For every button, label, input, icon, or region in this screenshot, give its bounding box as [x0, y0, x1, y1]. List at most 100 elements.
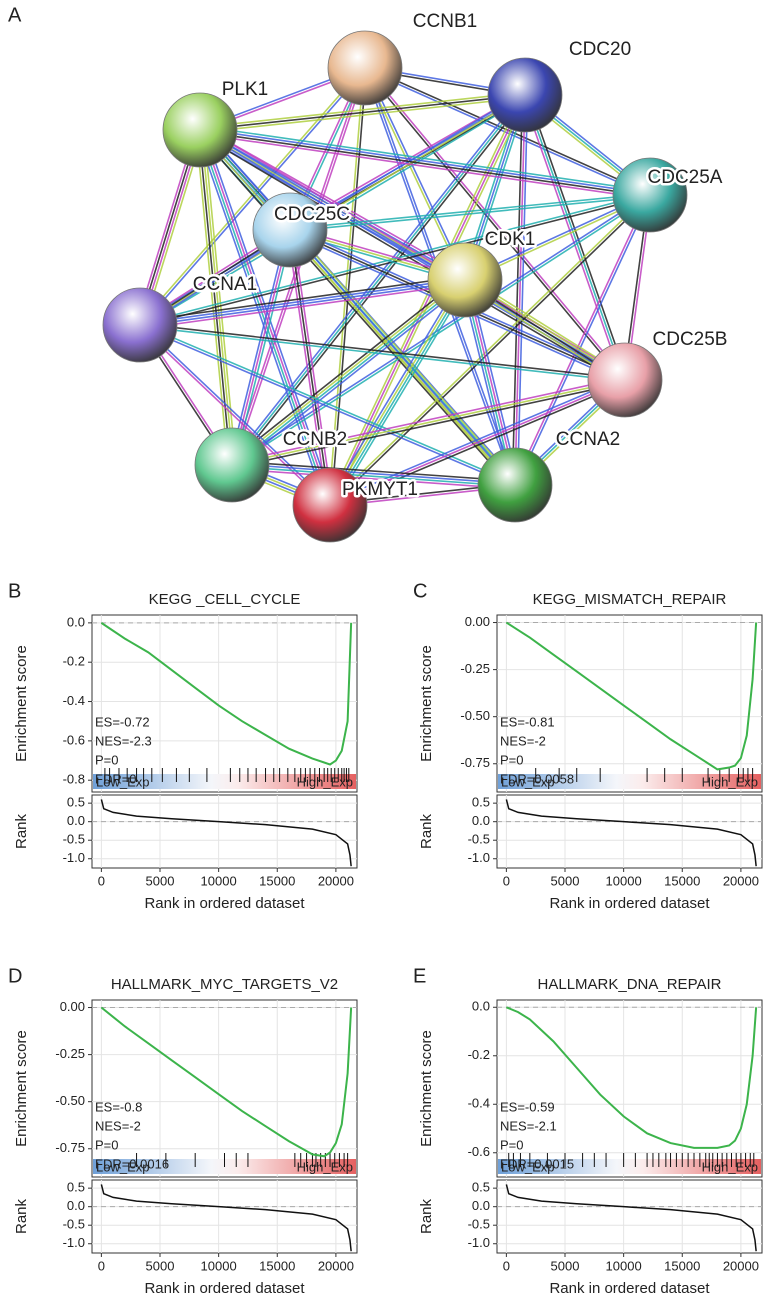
es-line	[100, 622, 353, 766]
es-line	[505, 621, 758, 771]
node-label: CCNA1	[193, 274, 257, 295]
y-tick-label: 0.0	[67, 1198, 85, 1213]
y-tick-label: 0.0	[67, 813, 85, 828]
edge	[330, 381, 627, 509]
rank-line	[100, 799, 352, 867]
edge	[228, 229, 289, 465]
edge	[231, 465, 515, 488]
x-tick-label: 5000	[551, 1258, 580, 1273]
edge	[289, 192, 650, 230]
edge	[328, 278, 465, 505]
y-tick-label: -0.50	[55, 1093, 85, 1108]
edge	[231, 94, 526, 466]
edge	[195, 131, 328, 507]
x-tick-label: 10000	[606, 1258, 642, 1273]
edge	[199, 130, 650, 198]
x-tick-label: 0	[98, 1258, 105, 1273]
plot-area	[496, 614, 763, 793]
panel-label: B	[8, 580, 21, 602]
annotation: NES=-2.3	[95, 733, 152, 748]
x-tick-label: 0	[503, 1258, 510, 1273]
edge	[231, 229, 291, 466]
edge	[330, 195, 652, 507]
panel-label: E	[413, 965, 426, 987]
y-tick-label: -0.6	[468, 1144, 490, 1159]
node	[477, 447, 553, 523]
node	[327, 30, 403, 106]
bar-label: High_Exp	[297, 1159, 353, 1174]
edge	[521, 95, 624, 382]
panel-label: D	[8, 965, 22, 987]
node-label: CDC25B	[653, 329, 728, 350]
edge	[526, 93, 629, 380]
edge	[291, 229, 334, 505]
y-tick-label: -1.0	[468, 1235, 490, 1250]
x-tick-label: 10000	[201, 873, 237, 888]
edge	[514, 94, 526, 486]
edge	[139, 325, 625, 383]
edge	[233, 282, 468, 469]
edge	[232, 195, 652, 467]
y-tick-label: 0.5	[472, 795, 490, 810]
x-tick-label: 15000	[664, 1258, 700, 1273]
y-tick-label: -1.0	[468, 850, 490, 865]
annotation: P=0	[95, 1137, 119, 1152]
y-tick-label: -1.0	[63, 850, 85, 865]
annotation: ES=-0.81	[500, 714, 555, 729]
node	[427, 242, 503, 318]
edge	[328, 376, 625, 504]
y-tick-label: -0.75	[55, 1140, 85, 1155]
plot-area	[91, 999, 358, 1178]
x-axis-title: Rank in ordered dataset	[144, 895, 305, 912]
y-tick-label: -0.50	[460, 708, 490, 723]
plot-area	[91, 1179, 358, 1254]
y-tick-label: -0.5	[468, 1217, 490, 1232]
expression-bar	[93, 774, 356, 789]
node	[612, 157, 688, 233]
x-tick-label: 20000	[723, 1258, 759, 1273]
edge	[200, 129, 235, 465]
bar-label: Low_Exp	[501, 774, 554, 789]
chart-title: KEGG _CELL_CYCLE	[149, 591, 301, 608]
node-label: CDC25C	[274, 204, 350, 225]
node-label: CDK1	[485, 229, 536, 250]
y-tick-label: 0.0	[472, 813, 490, 828]
edge	[140, 323, 516, 485]
chart-title: HALLMARK_MYC_TARGETS_V2	[111, 976, 338, 993]
edge	[516, 95, 529, 486]
annotation: FDR=0.0016	[95, 1156, 169, 1171]
y-axis-title: Enrichment score	[418, 645, 435, 762]
panel-label: C	[413, 580, 427, 602]
edge	[195, 130, 229, 466]
node-label: PLK1	[222, 79, 268, 100]
y-tick-label: -0.5	[63, 832, 85, 847]
plot-area	[496, 1179, 763, 1254]
edge	[140, 195, 651, 328]
y-tick-label: 0.5	[472, 1180, 490, 1195]
edge	[199, 94, 526, 131]
edge	[200, 127, 651, 195]
es-line	[100, 1006, 353, 1158]
x-tick-label: 0	[503, 873, 510, 888]
edge	[229, 92, 524, 464]
y-axis-title: Rank	[418, 1198, 435, 1234]
plot-area	[496, 794, 763, 869]
node	[162, 92, 238, 168]
y-tick-label: 0.0	[472, 1198, 490, 1213]
chart-title: KEGG_MISMATCH_REPAIR	[533, 591, 727, 608]
x-tick-label: 5000	[146, 873, 175, 888]
edge	[199, 91, 525, 129]
y-tick-label: -0.6	[63, 732, 85, 747]
panel-label: A	[8, 4, 22, 26]
bar-label: High_Exp	[297, 774, 353, 789]
chart-title: HALLMARK_DNA_REPAIR	[538, 976, 722, 993]
node-label: CCNB2	[283, 429, 347, 450]
bar-label: High_Exp	[702, 1159, 758, 1174]
y-tick-label: -0.25	[460, 661, 490, 676]
bar-label: High_Exp	[702, 774, 758, 789]
x-tick-label: 5000	[551, 873, 580, 888]
edge	[513, 194, 650, 485]
edge	[197, 130, 232, 466]
network: CCNB1 CDC20 PLK1 CDC25A CDC25C CDK1 CCNA1 CDC25…	[102, 9, 730, 543]
edge	[511, 94, 524, 485]
